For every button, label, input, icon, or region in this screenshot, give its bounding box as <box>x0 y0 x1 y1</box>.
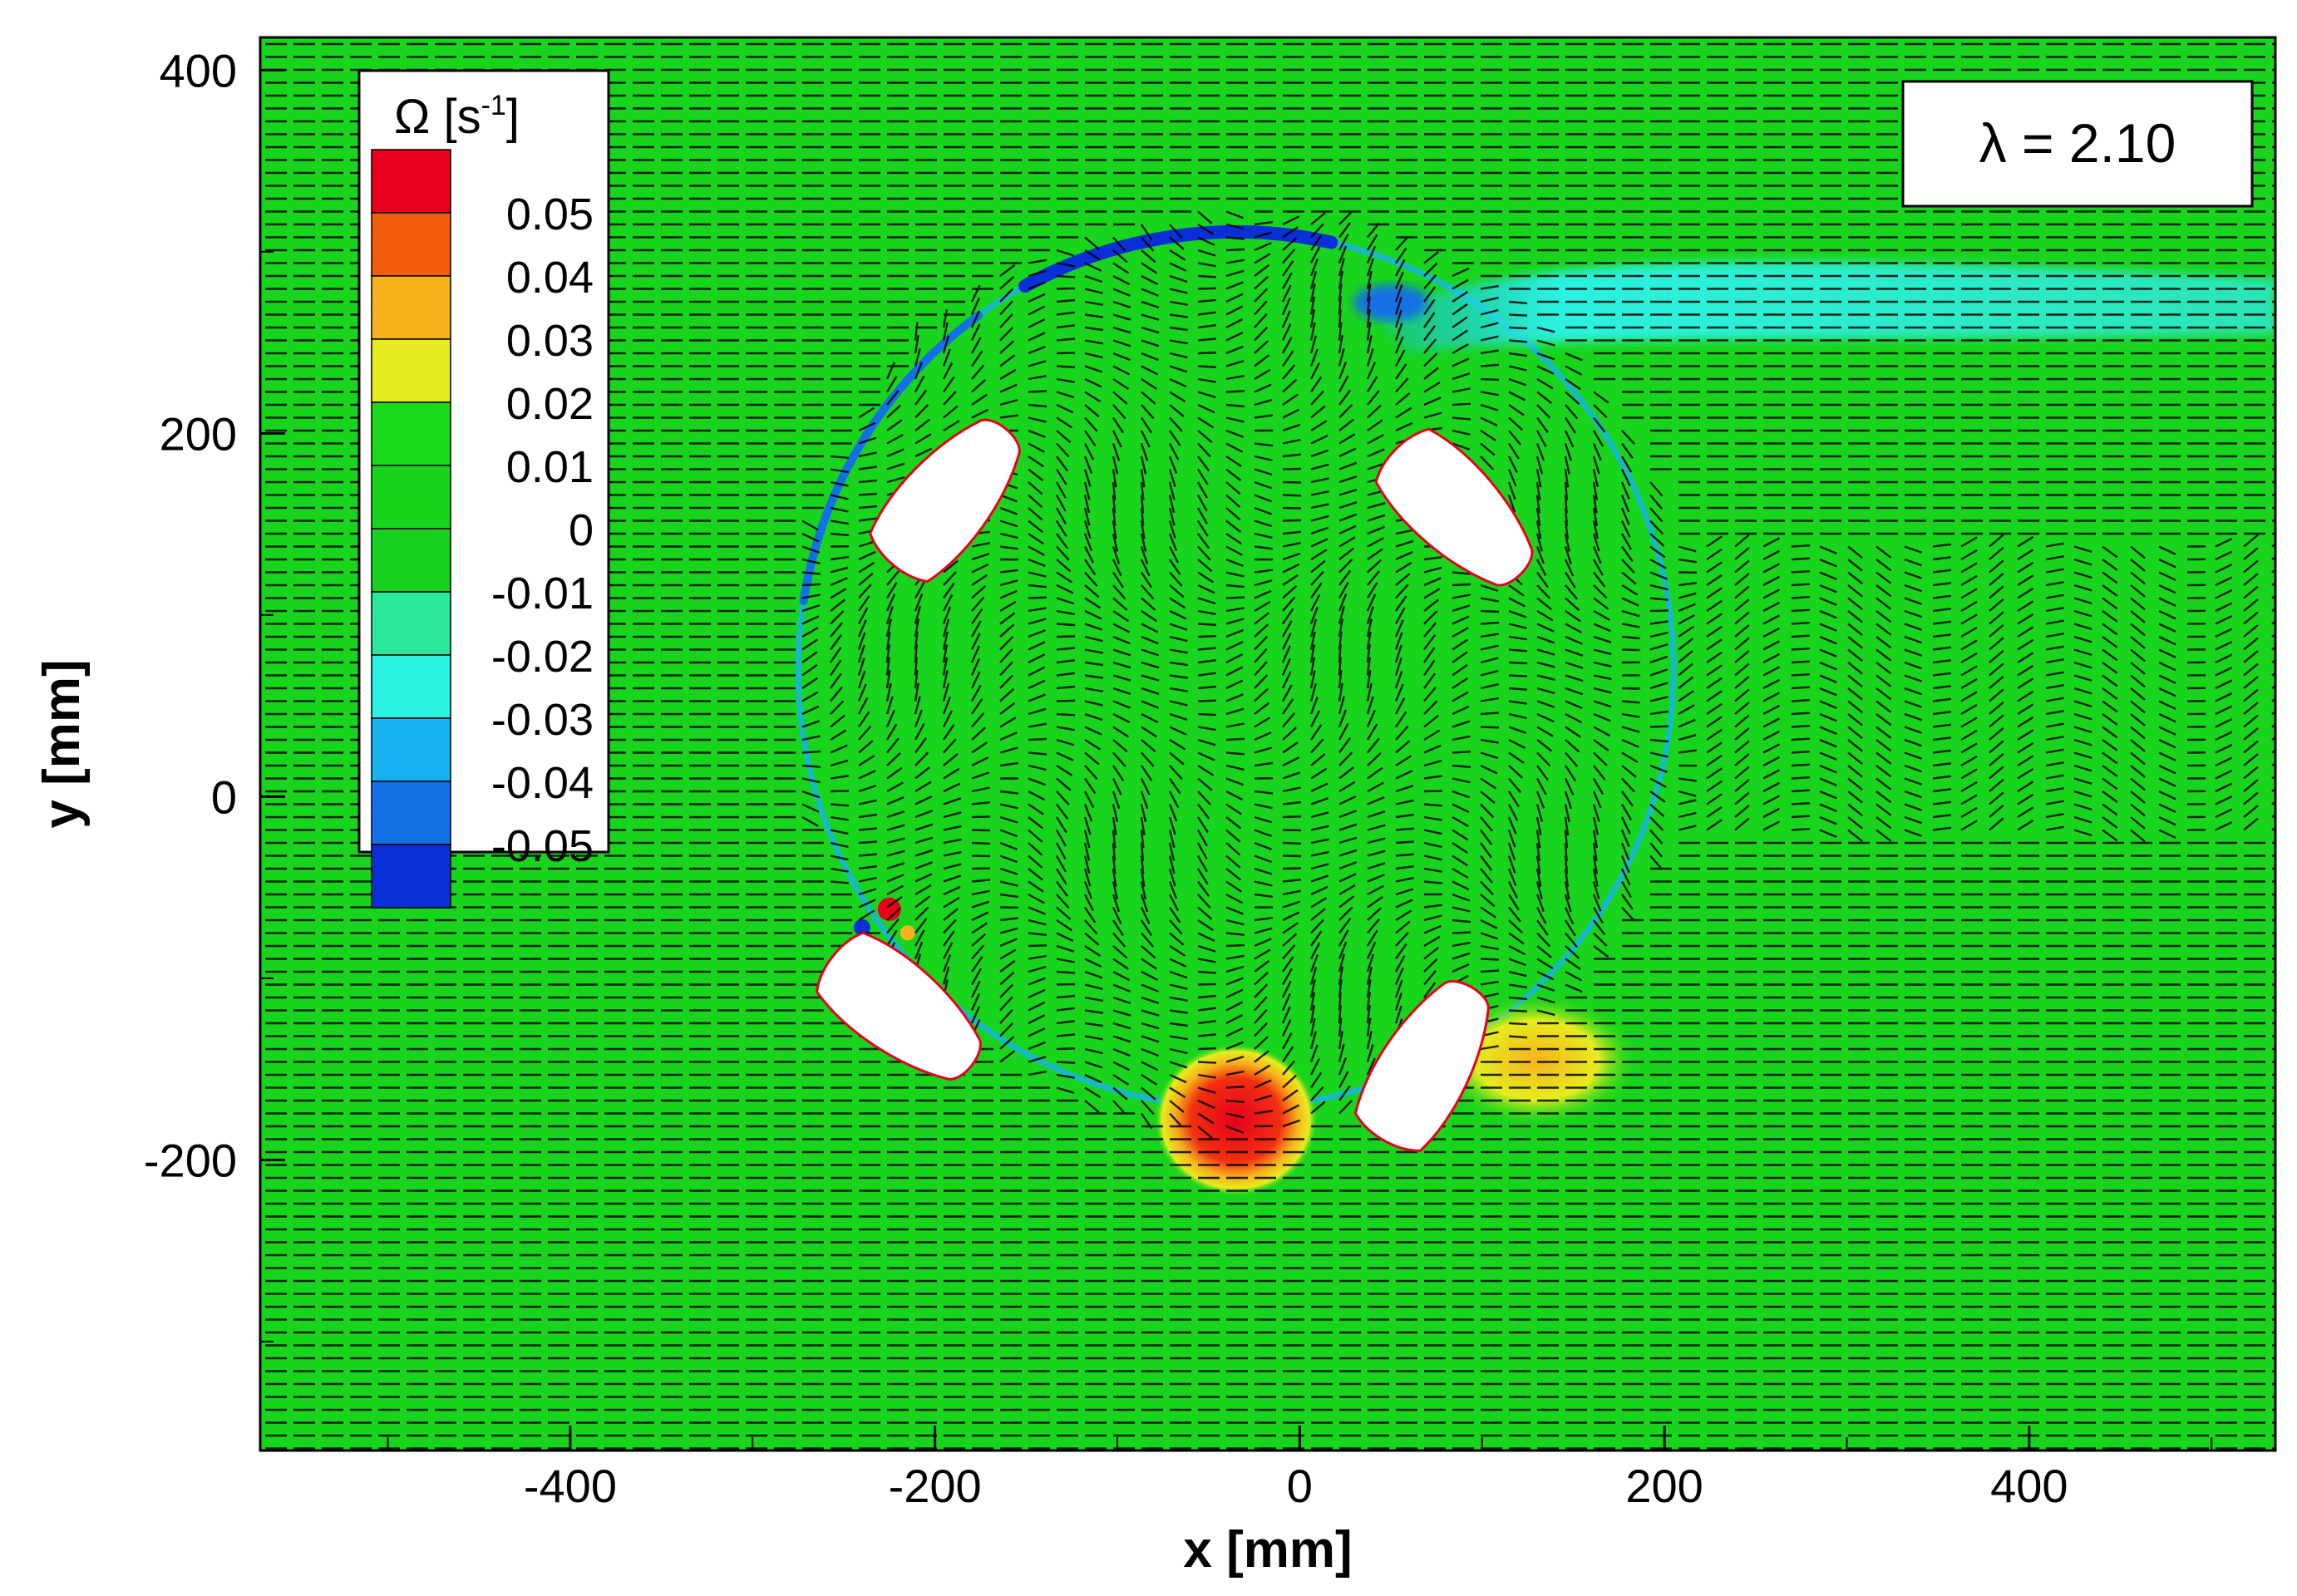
wake-core <box>1353 284 1429 322</box>
lambda-annotation: λ = 2.10 <box>1901 80 2254 208</box>
colorbar-label: 0 <box>569 505 594 555</box>
colorbar-swatch <box>371 528 451 593</box>
colorbar-swatch <box>371 465 451 530</box>
colorbar-swatch <box>371 401 451 466</box>
colorbar-label: -0.05 <box>491 821 594 871</box>
colorbar-labels: 0.05 0.04 0.03 0.02 0.01 0 -0.01 -0.02 -0.03 -0.0… <box>491 190 594 871</box>
colorbar-label: 0.04 <box>506 253 594 303</box>
shed-arc-strong <box>1018 224 1338 293</box>
colorbar-swatch <box>371 781 451 845</box>
colorbar-swatch <box>371 338 451 403</box>
colorbar-title-sup: -1 <box>481 90 506 121</box>
x-axis-label: x [mm] <box>1183 1521 1352 1579</box>
colorbar-title-main: Ω [s <box>394 90 481 144</box>
colorbar-label: -0.02 <box>491 632 594 682</box>
x-tick-label: 400 <box>1990 1460 2068 1512</box>
blade-3 <box>816 931 982 1081</box>
blade-2-shape <box>1374 427 1534 587</box>
turbine-blades <box>816 418 1534 1152</box>
colorbar-title-end: ] <box>506 90 520 144</box>
y-axis-label: y [mm] <box>33 659 91 828</box>
colorbar-swatch <box>371 654 451 719</box>
blade-4 <box>1353 980 1490 1152</box>
spot-blue <box>853 919 870 936</box>
blade-1 <box>869 418 1021 584</box>
colorbar-title: Ω [s-1] <box>394 90 520 144</box>
colorbar-label: 0.05 <box>506 190 594 239</box>
colorbar-label: -0.03 <box>491 695 594 745</box>
tip-vortex <box>1153 1043 1319 1197</box>
colorbar-label: 0.03 <box>506 316 594 366</box>
y-tick-label: 400 <box>160 44 237 96</box>
colorbar-swatch <box>371 844 451 909</box>
y-tick-label: 200 <box>160 407 237 460</box>
colorbar-swatch <box>371 591 451 656</box>
y-tick-label: 0 <box>211 771 237 823</box>
x-tick-label: 200 <box>1625 1460 1703 1512</box>
vorticity-contours <box>795 224 2275 1197</box>
wake-band <box>1373 261 2275 352</box>
x-tick-label: -200 <box>889 1460 982 1512</box>
colorbar-swatch <box>371 149 451 214</box>
blade-4-shape <box>1353 980 1490 1152</box>
blade-3-shape <box>816 931 982 1081</box>
lambda-box <box>1901 80 2254 208</box>
colorbar-label: -0.01 <box>491 569 594 618</box>
colorbar-swatch <box>371 717 451 782</box>
plot-frame <box>259 36 2277 1452</box>
shed-arc-left <box>799 311 983 606</box>
spot-yellow <box>900 925 915 941</box>
x-axis: -400 -200 0 200 400 <box>387 1426 2213 1512</box>
x-tick-label: -400 <box>524 1460 617 1512</box>
lambda-text: λ = 2.10 <box>1979 112 2176 174</box>
spot-red <box>877 897 901 921</box>
y-axis: -200 0 200 400 <box>144 44 285 1342</box>
colorbar-swatches <box>371 149 451 909</box>
colorbar-label: 0.02 <box>506 379 594 429</box>
blade-1-shape <box>869 418 1021 584</box>
colorbar-swatch <box>371 212 451 277</box>
colorbar-swatch <box>371 275 451 340</box>
blade-2 <box>1374 427 1534 587</box>
x-tick-label: 0 <box>1287 1460 1313 1512</box>
y-tick-label: -200 <box>144 1134 237 1186</box>
colorbar-legend: Ω [s-1] 0.05 0.04 0.03 0.02 0.01 0 -0.01 -0.02 -… <box>357 69 610 909</box>
colorbar-label: 0.01 <box>506 442 594 492</box>
colorbar-label: -0.04 <box>491 758 594 808</box>
